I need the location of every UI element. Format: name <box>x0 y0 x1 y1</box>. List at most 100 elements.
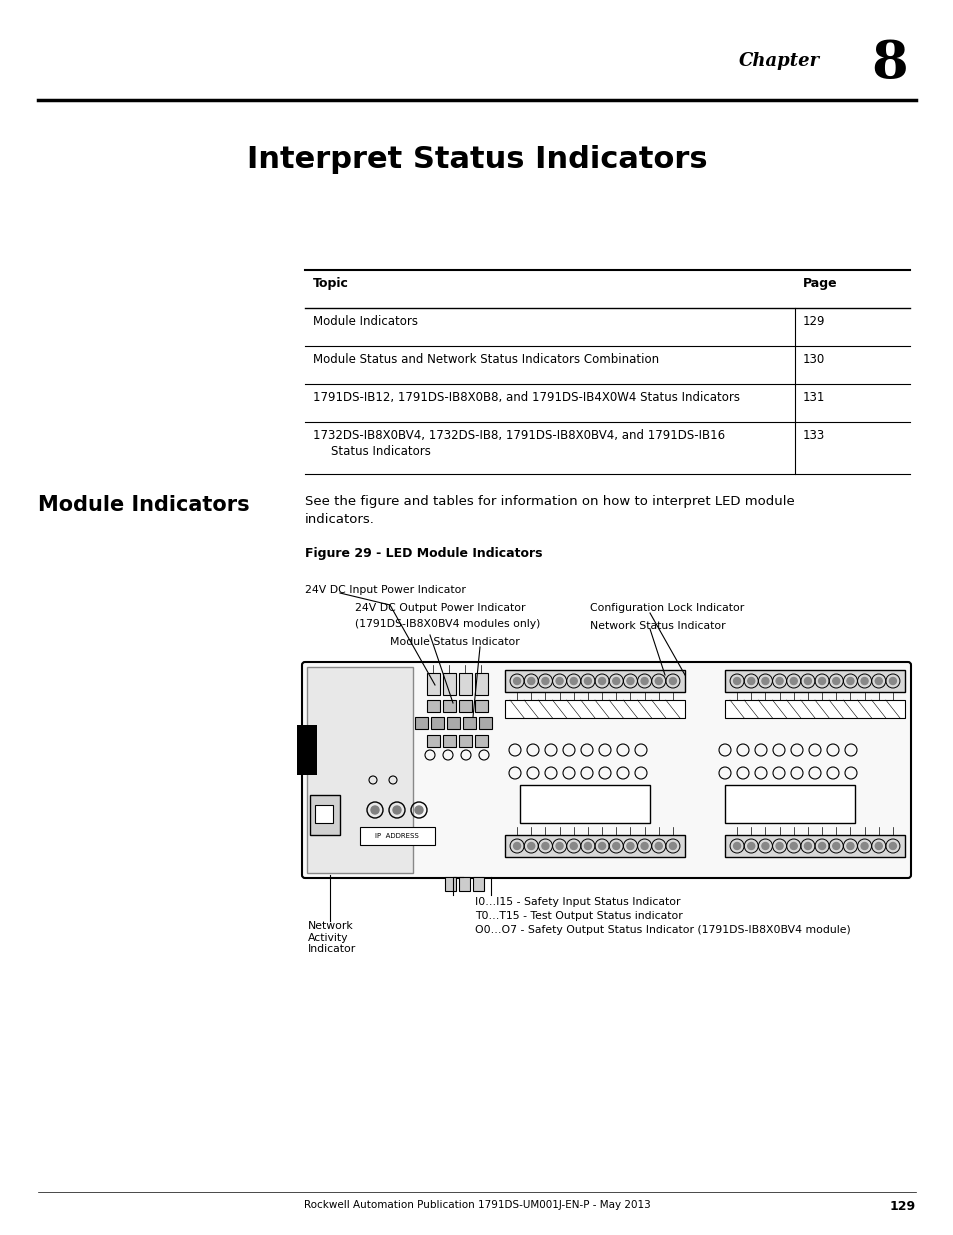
Circle shape <box>513 842 520 850</box>
Circle shape <box>541 678 548 684</box>
Text: (1791DS-IB8X0BV4 modules only): (1791DS-IB8X0BV4 modules only) <box>355 619 539 629</box>
Bar <box>724 835 904 857</box>
Bar <box>442 700 456 713</box>
Circle shape <box>776 678 782 684</box>
Circle shape <box>803 678 811 684</box>
Circle shape <box>655 842 661 850</box>
Circle shape <box>789 842 797 850</box>
Bar <box>427 700 439 713</box>
Bar <box>519 785 649 823</box>
Circle shape <box>541 842 548 850</box>
Bar <box>444 877 456 890</box>
Text: 130: 130 <box>802 353 824 366</box>
Circle shape <box>846 842 853 850</box>
Bar <box>478 718 492 729</box>
Circle shape <box>612 842 619 850</box>
Circle shape <box>733 678 740 684</box>
Circle shape <box>640 678 647 684</box>
Circle shape <box>570 678 577 684</box>
Text: Figure 29 - LED Module Indicators: Figure 29 - LED Module Indicators <box>305 547 542 559</box>
Text: 24V DC Input Power Indicator: 24V DC Input Power Indicator <box>305 585 465 595</box>
Circle shape <box>527 678 535 684</box>
Circle shape <box>874 678 882 684</box>
Text: IP  ADDRESS: IP ADDRESS <box>375 832 418 839</box>
Bar <box>724 671 904 692</box>
Circle shape <box>393 806 400 814</box>
Bar <box>458 673 472 695</box>
Bar <box>475 735 488 747</box>
Circle shape <box>669 842 676 850</box>
Bar <box>314 805 333 823</box>
Circle shape <box>513 678 520 684</box>
Circle shape <box>888 678 896 684</box>
Text: 8: 8 <box>870 38 907 89</box>
Circle shape <box>747 842 754 850</box>
Circle shape <box>861 678 867 684</box>
Text: indicators.: indicators. <box>305 513 375 526</box>
Circle shape <box>584 678 591 684</box>
Bar <box>475 673 488 695</box>
Circle shape <box>640 842 647 850</box>
Text: Configuration Lock Indicator: Configuration Lock Indicator <box>589 603 743 613</box>
Circle shape <box>371 806 378 814</box>
Bar <box>504 835 684 857</box>
Bar <box>310 795 339 835</box>
Bar <box>447 718 459 729</box>
Circle shape <box>888 842 896 850</box>
Circle shape <box>669 678 676 684</box>
Text: 133: 133 <box>802 429 824 442</box>
Circle shape <box>598 842 605 850</box>
Bar <box>475 700 488 713</box>
Text: Network
Activity
Indicator: Network Activity Indicator <box>308 921 355 955</box>
Text: I0…I15 - Safety Input Status Indicator: I0…I15 - Safety Input Status Indicator <box>475 897 679 906</box>
Circle shape <box>846 678 853 684</box>
Circle shape <box>626 842 633 850</box>
Text: Interpret Status Indicators: Interpret Status Indicators <box>247 144 706 174</box>
Text: 129: 129 <box>889 1200 915 1213</box>
Bar <box>504 700 684 718</box>
Text: Module Indicators: Module Indicators <box>38 495 250 515</box>
Circle shape <box>733 842 740 850</box>
Bar <box>427 673 439 695</box>
Text: Rockwell Automation Publication 1791DS-UM001J-EN-P - May 2013: Rockwell Automation Publication 1791DS-U… <box>303 1200 650 1210</box>
Circle shape <box>415 806 422 814</box>
Text: Module Indicators: Module Indicators <box>313 315 417 329</box>
Text: Page: Page <box>802 277 837 290</box>
Bar <box>415 718 428 729</box>
Circle shape <box>761 842 768 850</box>
Bar <box>359 827 435 845</box>
Bar <box>296 725 316 776</box>
Bar <box>504 671 684 692</box>
Circle shape <box>626 678 633 684</box>
Circle shape <box>598 678 605 684</box>
Bar <box>427 735 439 747</box>
Circle shape <box>832 842 839 850</box>
Circle shape <box>556 842 562 850</box>
Circle shape <box>874 842 882 850</box>
Circle shape <box>832 678 839 684</box>
Circle shape <box>570 842 577 850</box>
Bar <box>458 877 470 890</box>
Circle shape <box>818 678 824 684</box>
Circle shape <box>584 842 591 850</box>
Text: 24V DC Output Power Indicator: 24V DC Output Power Indicator <box>355 603 525 613</box>
Text: 131: 131 <box>802 391 824 404</box>
Circle shape <box>776 842 782 850</box>
Text: Module Status and Network Status Indicators Combination: Module Status and Network Status Indicat… <box>313 353 659 366</box>
Text: 1791DS-IB12, 1791DS-IB8X0B8, and 1791DS-IB4X0W4 Status Indicators: 1791DS-IB12, 1791DS-IB8X0B8, and 1791DS-… <box>313 391 740 404</box>
Circle shape <box>556 678 562 684</box>
Bar <box>473 877 483 890</box>
Circle shape <box>527 842 535 850</box>
Bar <box>442 673 456 695</box>
Bar <box>724 785 854 823</box>
Circle shape <box>789 678 797 684</box>
Text: 129: 129 <box>802 315 824 329</box>
Circle shape <box>612 678 619 684</box>
Text: Network Status Indicator: Network Status Indicator <box>589 621 725 631</box>
Bar <box>307 667 413 873</box>
Bar <box>431 718 443 729</box>
Text: Status Indicators: Status Indicators <box>331 445 431 458</box>
Bar <box>442 735 456 747</box>
Text: Topic: Topic <box>313 277 349 290</box>
Text: Chapter: Chapter <box>739 52 820 70</box>
